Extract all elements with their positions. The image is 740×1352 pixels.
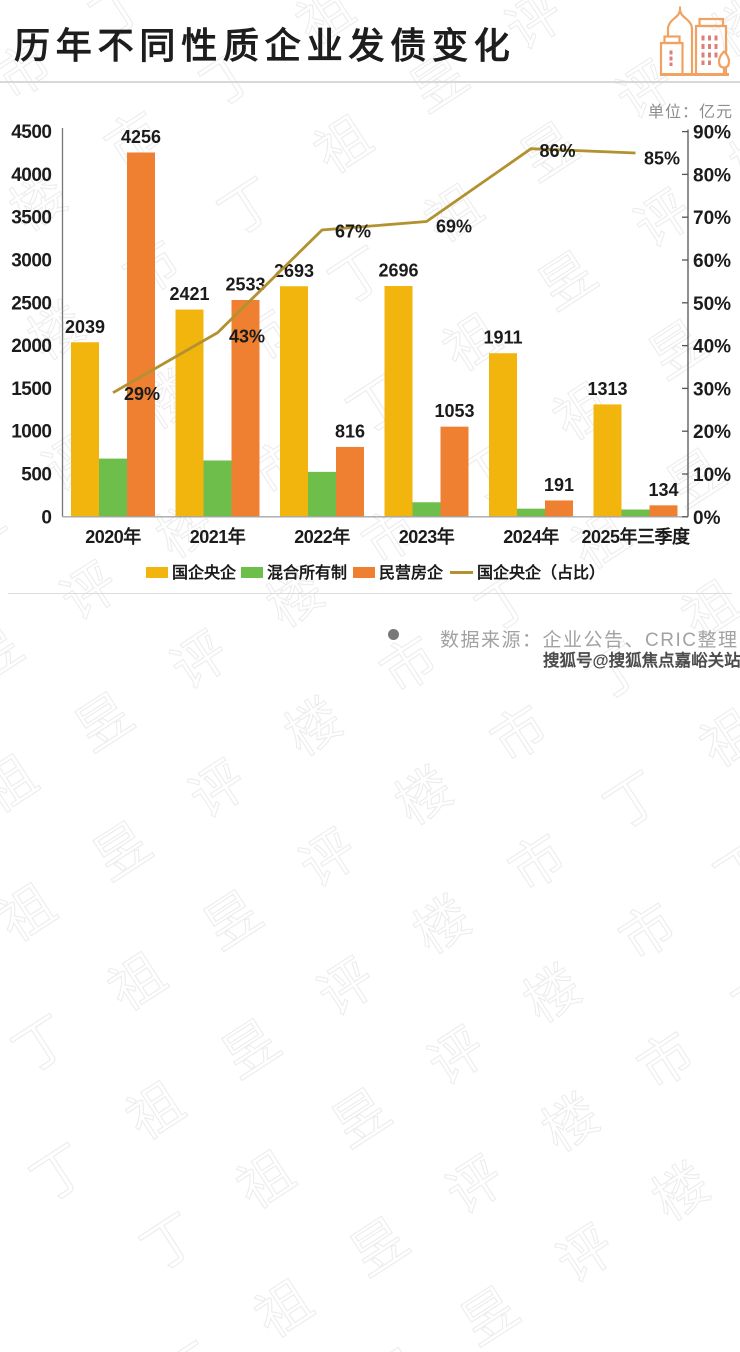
svg-text:20%: 20% [693, 422, 731, 443]
svg-text:10%: 10% [693, 465, 731, 486]
svg-text:2021年: 2021年 [190, 526, 246, 547]
svg-text:1911: 1911 [483, 328, 522, 348]
svg-text:30%: 30% [693, 379, 731, 400]
svg-text:816: 816 [335, 421, 365, 441]
svg-text:2022年: 2022年 [294, 526, 350, 547]
svg-text:3000: 3000 [11, 251, 51, 272]
svg-text:90%: 90% [693, 123, 731, 144]
svg-text:40%: 40% [693, 337, 731, 358]
svg-text:国企央企（占比）: 国企央企（占比） [477, 563, 605, 582]
svg-text:4000: 4000 [11, 165, 51, 186]
svg-text:2500: 2500 [11, 293, 51, 314]
svg-text:混合所有制: 混合所有制 [267, 563, 347, 582]
svg-text:80%: 80% [693, 165, 731, 186]
svg-text:1000: 1000 [11, 422, 51, 443]
svg-text:3500: 3500 [11, 208, 51, 229]
svg-text:67%: 67% [335, 222, 371, 242]
svg-text:1313: 1313 [587, 379, 627, 399]
svg-text:2024年: 2024年 [503, 526, 559, 547]
svg-text:2696: 2696 [378, 261, 418, 281]
svg-text:0%: 0% [693, 508, 721, 529]
svg-text:0: 0 [41, 507, 51, 528]
svg-text:500: 500 [21, 465, 51, 486]
svg-text:2039: 2039 [65, 317, 105, 337]
svg-text:2421: 2421 [169, 284, 209, 304]
svg-text:69%: 69% [436, 217, 472, 237]
svg-text:4256: 4256 [121, 127, 161, 147]
svg-text:2023年: 2023年 [399, 526, 455, 547]
svg-text:60%: 60% [693, 251, 731, 272]
svg-text:191: 191 [544, 475, 574, 495]
svg-text:民营房企: 民营房企 [379, 563, 444, 582]
svg-text:1053: 1053 [434, 401, 474, 421]
svg-text:2020年: 2020年 [85, 526, 141, 547]
svg-text:85%: 85% [644, 149, 680, 169]
svg-text:1500: 1500 [11, 379, 51, 400]
svg-text:29%: 29% [124, 384, 160, 404]
svg-text:134: 134 [648, 480, 678, 500]
svg-text:国企央企: 国企央企 [172, 563, 237, 582]
svg-text:70%: 70% [693, 208, 731, 229]
svg-text:4500: 4500 [11, 122, 51, 143]
svg-text:86%: 86% [539, 141, 575, 161]
svg-text:50%: 50% [693, 294, 731, 315]
svg-text:43%: 43% [229, 327, 265, 347]
svg-text:2533: 2533 [225, 274, 265, 294]
svg-text:2000: 2000 [11, 336, 51, 357]
svg-text:2025年三季度: 2025年三季度 [581, 526, 691, 547]
